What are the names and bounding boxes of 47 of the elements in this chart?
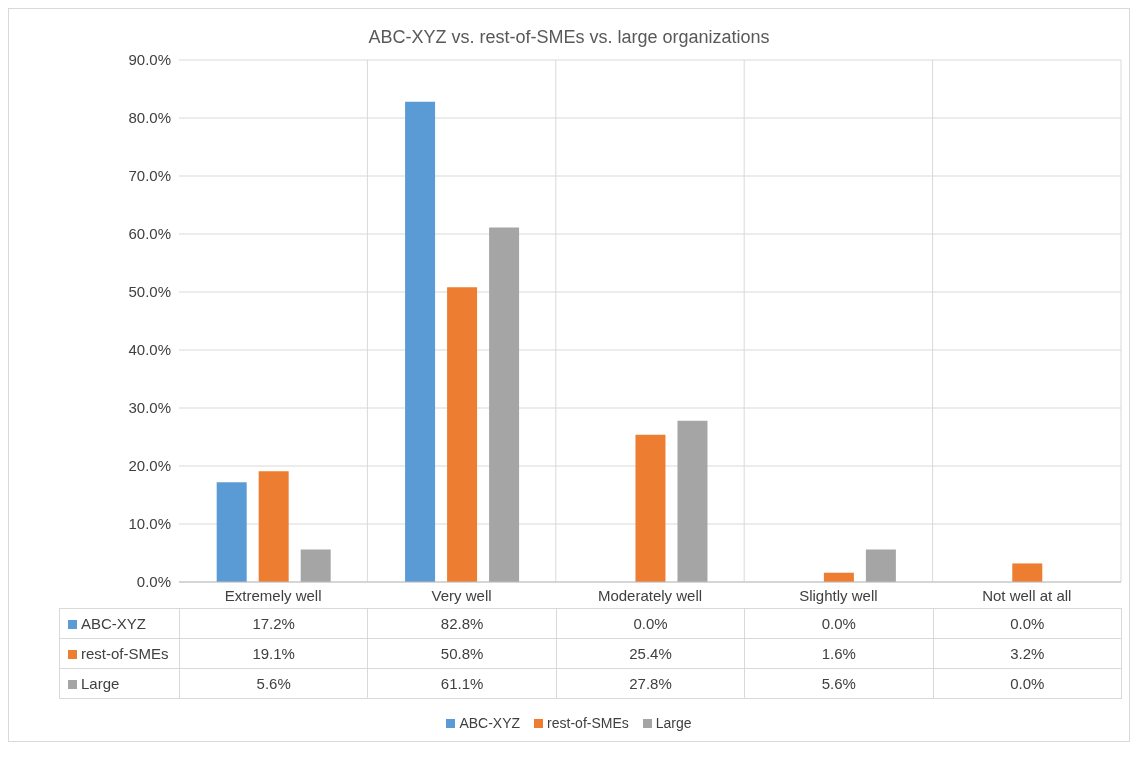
bar (635, 434, 666, 582)
legend-label: rest-of-SMEs (59, 638, 180, 669)
bar (216, 482, 247, 582)
text: Large (81, 675, 120, 692)
data-label: 5.6% (179, 668, 368, 699)
x-tick-label: Slightly well (799, 586, 878, 604)
data-label: 50.8% (367, 638, 557, 669)
text: ABC-XYZ (459, 715, 521, 731)
data-label: 3.2% (933, 638, 1122, 669)
y-tick-label: 20.0% (128, 457, 171, 475)
data-label: 5.6% (744, 668, 934, 699)
data-label: 0.0% (744, 608, 934, 639)
legend-label: Large (654, 715, 692, 731)
bar (258, 471, 289, 582)
data-label: 19.1% (179, 638, 368, 669)
y-tick-label: 90.0% (128, 51, 171, 69)
x-tick-label: Very well (431, 586, 492, 604)
bar (447, 287, 478, 582)
legend-label: ABC-XYZ (59, 608, 180, 639)
y-tick-label: 40.0% (128, 341, 171, 359)
bar (489, 227, 520, 582)
data-label: 61.1% (367, 668, 557, 699)
data-label: 0.0% (933, 608, 1122, 639)
x-tick-label: Moderately well (597, 586, 703, 604)
y-tick-label: 70.0% (128, 167, 171, 185)
bar (1012, 563, 1043, 582)
y-tick-label: 80.0% (128, 109, 171, 127)
bar (865, 549, 896, 582)
y-tick-label: 0.0% (136, 573, 171, 591)
bar (677, 420, 708, 582)
data-label: 0.0% (556, 608, 745, 639)
text: rest-of-SMEs (547, 715, 629, 731)
bar (405, 101, 436, 582)
y-tick-label: 50.0% (128, 283, 171, 301)
data-label: 17.2% (179, 608, 368, 639)
x-tick-label: Not well at all (982, 586, 1072, 604)
data-label: 27.8% (556, 668, 745, 699)
x-tick-label: Extremely well (224, 586, 322, 604)
data-label: 82.8% (367, 608, 557, 639)
y-tick-label: 10.0% (128, 515, 171, 533)
bar (300, 549, 331, 582)
data-label: 25.4% (556, 638, 745, 669)
y-tick-label: 60.0% (128, 225, 171, 243)
y-tick-label: 30.0% (128, 399, 171, 417)
data-label: 1.6% (744, 638, 934, 669)
chart-title: ABC-XYZ vs. rest-of-SMEs vs. large organizations (367, 27, 771, 48)
data-label: 0.0% (933, 668, 1122, 699)
